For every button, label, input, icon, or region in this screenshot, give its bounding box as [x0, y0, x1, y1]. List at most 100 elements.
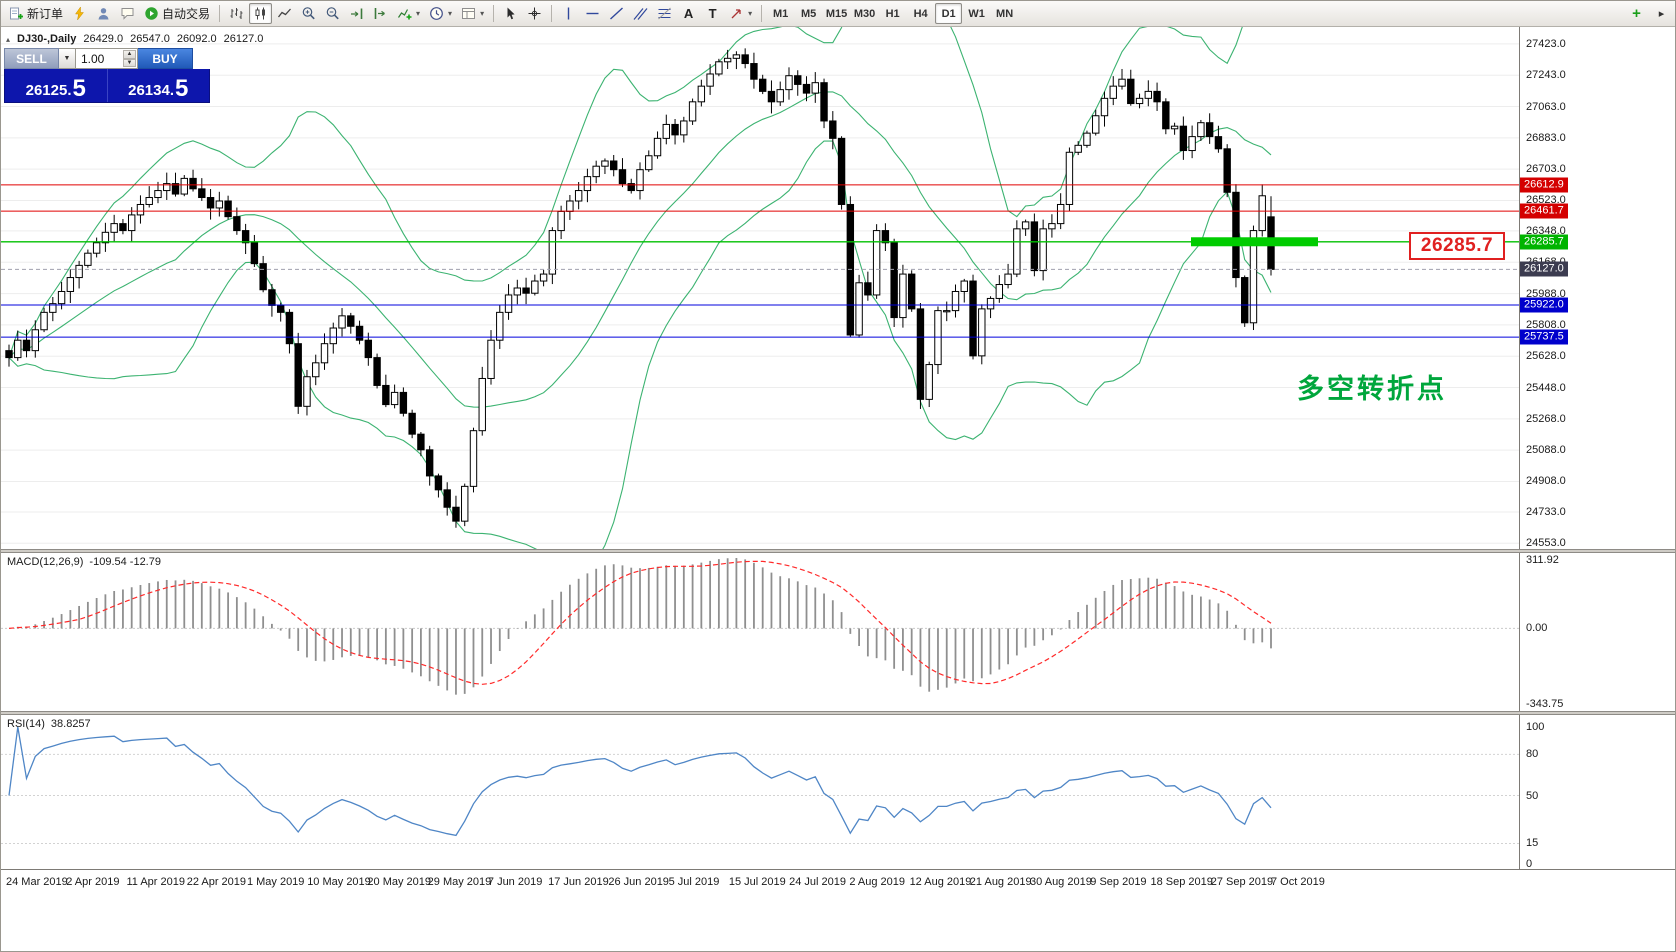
one-click-trading-panel: SELL ▼ ▲ ▼ BUY 26125. 5: [4, 48, 210, 103]
channel-icon: [633, 8, 648, 20]
price-axis[interactable]: 27423.0 27243.0 27063.0 26883.0 26703.0 26523…: [1519, 27, 1675, 549]
price-marker-26285.7[interactable]: 26285.7: [1520, 234, 1568, 250]
macd-label: MACD(12,26,9) -109.54 -12.79: [7, 556, 161, 568]
price-tick: 27063.0: [1526, 100, 1566, 113]
bollinger-lower-band[interactable]: [8, 140, 1272, 549]
text-label-button[interactable]: T: [701, 3, 724, 24]
bollinger-middle-band[interactable]: [8, 91, 1272, 408]
toolbar-overflow-button[interactable]: ▸: [1650, 3, 1673, 24]
bar-chart-button[interactable]: [225, 3, 248, 24]
zoom-out-button[interactable]: [321, 3, 344, 24]
one-click-collapse-icon[interactable]: ▴: [6, 34, 11, 44]
turning-point-annotation[interactable]: 多空转折点: [1297, 374, 1447, 404]
pane-splitter[interactable]: [1, 711, 1675, 715]
auto-trading-button[interactable]: 自动交易: [140, 3, 214, 24]
rsi-tick: 50: [1526, 789, 1539, 802]
timeframe-button-MN[interactable]: MN: [996, 7, 1014, 20]
sell-price-big-digit: 5: [72, 74, 86, 102]
chart-shift-button[interactable]: [369, 3, 392, 24]
date-label: 21 Aug 2019: [969, 876, 1032, 888]
macd-canvas[interactable]: [1, 553, 1519, 711]
new-order-button[interactable]: 新订单: [5, 3, 67, 24]
symbol-timeframe-label: DJ30-,Daily: [17, 33, 77, 45]
volume-input[interactable]: [76, 51, 120, 66]
sell-price-panel[interactable]: 26125. 5: [5, 69, 107, 102]
price-marker-25922.0[interactable]: 25922.0: [1520, 297, 1568, 313]
buy-price-panel[interactable]: 26134. 5: [108, 69, 210, 102]
buy-price: 26134.: [128, 82, 175, 99]
macd-tick: 311.92: [1526, 554, 1559, 566]
volume-stepper: ▲ ▼: [123, 50, 136, 67]
bollinger-upper-band[interactable]: [8, 27, 1271, 358]
price-callout-label[interactable]: 26285.7: [1409, 232, 1505, 260]
date-label: 10 May 2019: [307, 876, 371, 888]
timeframe-button-D1[interactable]: D1: [935, 3, 963, 24]
price-gridlines: [1, 43, 1519, 544]
fibonacci-button[interactable]: [653, 3, 676, 24]
date-label: 30 Aug 2019: [1030, 876, 1092, 888]
pane-splitter[interactable]: [1, 549, 1675, 553]
support-highlight-segment[interactable]: [1191, 237, 1318, 247]
volume-field-wrap: ▲ ▼: [76, 48, 138, 69]
profile-button[interactable]: [92, 3, 115, 24]
indicators-button[interactable]: ▾: [393, 3, 424, 24]
text-tool-icon: A: [683, 6, 694, 21]
chat-icon: [121, 8, 134, 20]
price-marker-26461.7[interactable]: 26461.7: [1520, 203, 1568, 219]
price-marker-26612.9[interactable]: 26612.9: [1520, 177, 1568, 193]
timeframe-button-W1[interactable]: W1: [968, 7, 985, 20]
timeframe-button-H1[interactable]: H1: [885, 7, 900, 20]
rsi-canvas[interactable]: [1, 715, 1519, 869]
price-marker-25737.5[interactable]: 25737.5: [1520, 329, 1568, 345]
date-label: 29 May 2019: [427, 876, 492, 888]
timeframe-button-M30[interactable]: M30: [853, 7, 876, 20]
rsi-level-lines: [1, 753, 1519, 844]
trendline-button[interactable]: [605, 3, 628, 24]
date-label: 7 Oct 2019: [1271, 876, 1325, 888]
timeframe-button-M5[interactable]: M5: [800, 7, 817, 20]
new-order-label: 新订单: [27, 7, 64, 21]
add-toolbar-button[interactable]: +: [1625, 3, 1648, 24]
rsi-pane: 100 80 50 15 0 RSI(14) 38.8257: [1, 715, 1675, 869]
templates-button[interactable]: ▾: [457, 3, 488, 24]
macd-pane: 311.92 0.00 -343.75 MACD(12,26,9) -109.54 …: [1, 553, 1675, 711]
crosshair-icon: [528, 7, 541, 20]
cursor-button[interactable]: [499, 3, 522, 24]
line-chart-button[interactable]: [273, 3, 296, 24]
equidistant-channel-button[interactable]: [629, 3, 652, 24]
price-chart-canvas[interactable]: [1, 27, 1519, 549]
time-axis[interactable]: 24 Mar 2019 2 Apr 2019 11 Apr 2019 22 Apr 2…: [1, 869, 1675, 951]
zoom-in-icon: [302, 7, 315, 20]
date-label: 12 Aug 2019: [909, 876, 972, 888]
rsi-label: RSI(14) 38.8257: [7, 718, 91, 730]
macd-histogram: [16, 558, 1272, 695]
date-label: 2 Apr 2019: [66, 876, 120, 888]
candlestick-chart-button[interactable]: [249, 3, 273, 24]
timeframe-button-M1[interactable]: M1: [772, 7, 789, 20]
horizontal-line-button[interactable]: [581, 3, 604, 24]
timeframe-button-H4[interactable]: H4: [913, 7, 928, 20]
buy-button[interactable]: BUY: [138, 48, 193, 69]
date-label: 27 Sep 2019: [1210, 876, 1274, 888]
periods-button[interactable]: ▾: [425, 3, 456, 24]
main-chart-pane: 27423.0 27243.0 27063.0 26883.0 26703.0 26523…: [1, 27, 1675, 549]
crosshair-button[interactable]: [523, 3, 546, 24]
macd-values: -109.54 -12.79: [89, 556, 161, 568]
toolbar-separator: [761, 5, 763, 22]
price-tick: 26523.0: [1526, 194, 1566, 207]
timeframe-button-M15[interactable]: M15: [825, 7, 848, 20]
volume-dropdown[interactable]: ▼: [59, 48, 76, 69]
stepper-down-icon[interactable]: ▼: [123, 58, 136, 67]
arrows-tool-button[interactable]: ▾: [725, 3, 756, 24]
toolbar-separator: [551, 5, 553, 22]
vertical-line-button[interactable]: [557, 3, 580, 24]
text-tool-button[interactable]: A: [677, 3, 700, 24]
price-tick: 24733.0: [1526, 505, 1566, 518]
auto-scroll-button[interactable]: [345, 3, 368, 24]
quick-trade-button[interactable]: [68, 3, 91, 24]
sell-button[interactable]: SELL: [4, 48, 59, 69]
price-marker-26127.0[interactable]: 26127.0: [1520, 261, 1568, 277]
zoom-in-button[interactable]: [297, 3, 320, 24]
stepper-up-icon[interactable]: ▲: [123, 50, 136, 59]
messages-button[interactable]: [116, 3, 139, 24]
